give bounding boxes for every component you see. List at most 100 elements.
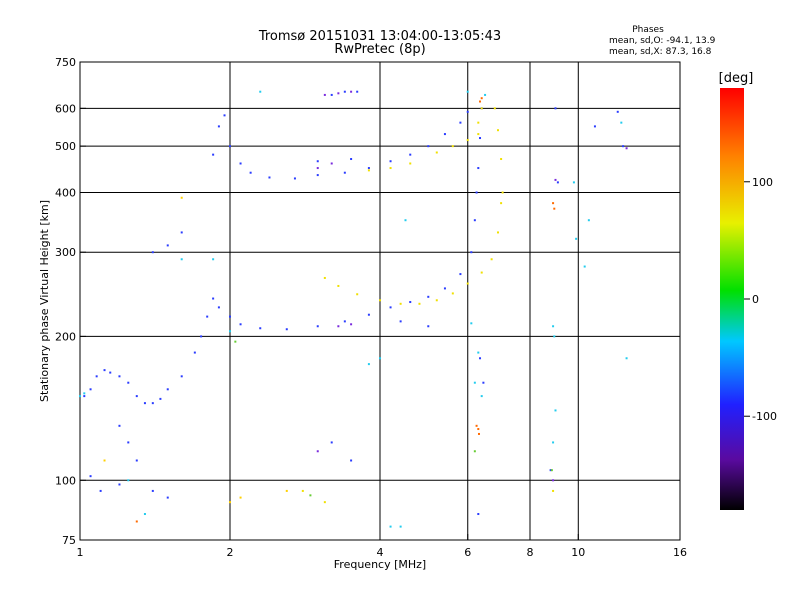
data-point bbox=[475, 424, 478, 427]
data-point bbox=[234, 340, 237, 343]
data-point bbox=[389, 525, 392, 528]
data-point bbox=[206, 315, 209, 318]
data-point bbox=[143, 513, 146, 516]
data-point bbox=[166, 496, 169, 499]
data-point bbox=[127, 381, 130, 384]
data-point bbox=[285, 328, 288, 331]
data-point bbox=[477, 432, 480, 435]
colorbar-tick-label: 100 bbox=[752, 176, 773, 189]
data-point bbox=[350, 323, 353, 326]
y-tick-label: 100 bbox=[55, 474, 76, 487]
data-point bbox=[268, 176, 271, 179]
data-point bbox=[435, 151, 438, 154]
data-point bbox=[337, 284, 340, 287]
data-point bbox=[166, 244, 169, 247]
data-point bbox=[103, 369, 106, 372]
data-point bbox=[477, 133, 480, 136]
axis-ticks: 1 2 4 6 8 10 16 75 100 200 300 400 500 600 750 bbox=[55, 56, 687, 559]
data-point bbox=[159, 397, 162, 400]
data-point bbox=[239, 323, 242, 326]
data-point bbox=[343, 320, 346, 323]
data-point bbox=[367, 363, 370, 366]
data-point bbox=[127, 441, 130, 444]
data-point bbox=[479, 100, 482, 103]
data-point bbox=[556, 181, 559, 184]
data-point bbox=[151, 489, 154, 492]
data-point bbox=[293, 177, 296, 180]
data-point bbox=[496, 231, 499, 234]
data-point bbox=[239, 496, 242, 499]
data-point bbox=[118, 483, 121, 486]
data-point bbox=[367, 313, 370, 316]
colorbar bbox=[720, 88, 744, 510]
data-point bbox=[493, 107, 496, 110]
data-point bbox=[552, 489, 555, 492]
x-tick-label: 6 bbox=[464, 546, 471, 559]
data-point bbox=[95, 375, 98, 378]
data-point bbox=[477, 121, 480, 124]
data-point bbox=[475, 191, 478, 194]
data-point bbox=[343, 171, 346, 174]
data-point bbox=[399, 320, 402, 323]
data-point bbox=[330, 441, 333, 444]
data-point bbox=[367, 167, 370, 170]
data-point bbox=[470, 322, 473, 325]
x-tick-label: 8 bbox=[527, 546, 534, 559]
data-point bbox=[625, 357, 628, 360]
data-point bbox=[473, 381, 476, 384]
data-point bbox=[135, 459, 138, 462]
data-point bbox=[490, 258, 493, 261]
data-point bbox=[143, 402, 146, 405]
data-point bbox=[135, 395, 138, 398]
data-point bbox=[466, 110, 469, 113]
data-point bbox=[477, 351, 480, 354]
data-point bbox=[301, 489, 304, 492]
data-point bbox=[323, 93, 326, 96]
data-point bbox=[135, 520, 138, 523]
chart-subtitle: RwPretec (8p) bbox=[334, 42, 425, 57]
data-point bbox=[89, 475, 92, 478]
data-point bbox=[427, 295, 430, 298]
data-point bbox=[229, 501, 231, 504]
data-point bbox=[583, 265, 586, 268]
data-point bbox=[616, 110, 619, 113]
data-point bbox=[323, 276, 326, 279]
data-point bbox=[229, 145, 231, 148]
data-point bbox=[212, 153, 215, 156]
data-point bbox=[554, 178, 557, 181]
data-point bbox=[451, 292, 454, 295]
data-point bbox=[554, 107, 557, 110]
data-point bbox=[356, 90, 359, 93]
data-point bbox=[118, 424, 121, 427]
y-tick-label: 200 bbox=[55, 330, 76, 343]
data-point bbox=[404, 219, 407, 222]
data-point bbox=[625, 147, 628, 150]
data-point bbox=[435, 299, 438, 302]
grid bbox=[80, 62, 680, 540]
y-axis-label: Stationary phase Virtual Height [km] bbox=[38, 200, 51, 402]
data-point bbox=[477, 167, 480, 170]
data-point bbox=[83, 395, 86, 398]
data-point bbox=[575, 237, 578, 240]
data-point bbox=[350, 459, 353, 462]
data-point bbox=[409, 301, 412, 304]
x-tick-label: 1 bbox=[77, 546, 84, 559]
x-tick-label: 4 bbox=[377, 546, 384, 559]
data-point bbox=[316, 167, 319, 170]
x-tick-label: 16 bbox=[673, 546, 687, 559]
data-point bbox=[118, 375, 121, 378]
y-tick-label: 300 bbox=[55, 246, 76, 259]
x-tick-label: 10 bbox=[571, 546, 585, 559]
data-point bbox=[389, 160, 392, 163]
stats-heading: Phases bbox=[632, 25, 664, 35]
data-point bbox=[443, 133, 446, 136]
data-point bbox=[180, 258, 183, 261]
data-point bbox=[593, 125, 596, 128]
y-tick-label: 75 bbox=[62, 534, 76, 547]
data-point bbox=[343, 90, 346, 93]
data-point bbox=[552, 479, 555, 482]
x-axis-label: Frequency [MHz] bbox=[334, 558, 426, 571]
data-point bbox=[554, 409, 557, 412]
chart-title: Tromsø 20151031 13:04:00-13:05:43 bbox=[258, 29, 501, 44]
